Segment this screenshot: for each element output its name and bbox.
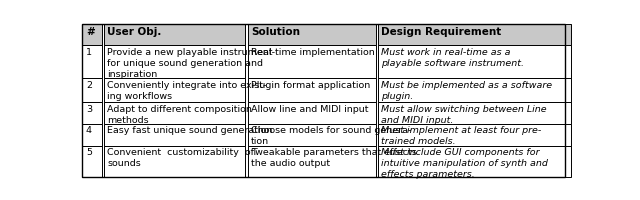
Text: Must implement at least four pre-
trained models.: Must implement at least four pre- traine… <box>381 126 541 146</box>
Bar <box>104 24 245 45</box>
Bar <box>378 146 571 177</box>
Bar <box>248 45 376 78</box>
Bar <box>83 24 102 45</box>
Text: Must work in real-time as a
playable software instrument.: Must work in real-time as a playable sof… <box>381 48 524 68</box>
Bar <box>83 146 102 177</box>
Bar <box>378 124 571 146</box>
Bar <box>104 78 245 102</box>
Bar <box>104 102 245 124</box>
Text: Adapt to different composition
methods: Adapt to different composition methods <box>108 105 252 125</box>
Bar <box>248 78 376 102</box>
Text: 5: 5 <box>86 148 92 157</box>
Text: Easy fast unique sound generation: Easy fast unique sound generation <box>108 126 273 135</box>
Text: Choose models for sound genera-
tion: Choose models for sound genera- tion <box>251 126 412 146</box>
Bar <box>83 45 102 78</box>
Bar <box>83 102 102 124</box>
Bar <box>83 78 102 102</box>
Bar <box>378 24 571 45</box>
Bar <box>248 102 376 124</box>
Text: #: # <box>86 27 95 37</box>
Bar <box>104 124 245 146</box>
Text: Design Requirement: Design Requirement <box>381 27 501 37</box>
Text: 4: 4 <box>86 126 92 135</box>
Text: Must allow switching between Line
and MIDI input.: Must allow switching between Line and MI… <box>381 105 547 125</box>
Text: Solution: Solution <box>251 27 300 37</box>
Bar <box>104 45 245 78</box>
Text: Must include GUI components for
intuitive manipulation of synth and
effects para: Must include GUI components for intuitiv… <box>381 148 548 179</box>
Text: Tweakable parameters that effects
the audio output: Tweakable parameters that effects the au… <box>251 148 417 168</box>
Bar <box>248 146 376 177</box>
Text: User Obj.: User Obj. <box>108 27 162 37</box>
Bar <box>83 124 102 146</box>
Bar <box>378 45 571 78</box>
Text: Conveniently integrate into exist-
ing workflows: Conveniently integrate into exist- ing w… <box>108 81 267 101</box>
Text: 1: 1 <box>86 48 92 57</box>
Text: 3: 3 <box>86 105 92 114</box>
Bar <box>104 146 245 177</box>
Text: Allow line and MIDI input: Allow line and MIDI input <box>251 105 369 114</box>
Text: Provide a new playable instrument
for unique sound generation and
inspiration: Provide a new playable instrument for un… <box>108 48 273 79</box>
Bar <box>248 24 376 45</box>
Bar <box>248 124 376 146</box>
Text: Plugin format application: Plugin format application <box>251 81 371 90</box>
Text: Must be implemented as a software
plugin.: Must be implemented as a software plugin… <box>381 81 552 101</box>
Bar <box>378 102 571 124</box>
Text: Real-time implementation: Real-time implementation <box>251 48 375 57</box>
Text: 2: 2 <box>86 81 92 90</box>
Bar <box>378 78 571 102</box>
Text: Convenient  customizability  of
sounds: Convenient customizability of sounds <box>108 148 254 168</box>
